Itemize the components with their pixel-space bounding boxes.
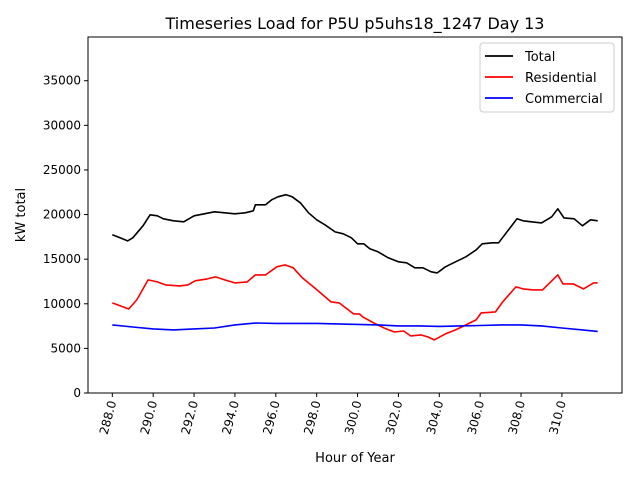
x-tick-label: 298.0: [301, 399, 323, 436]
x-tick-label: 304.0: [424, 399, 446, 436]
x-tick-label: 302.0: [383, 399, 405, 436]
legend: Total Residential Commercial: [479, 42, 615, 113]
y-axis: 0 5000 10000 15000 20000 25000 30000 35000: [43, 74, 88, 400]
x-tick-label: 300.0: [342, 399, 364, 436]
x-tick-label: 290.0: [138, 399, 160, 436]
x-tick-label: 310.0: [546, 399, 568, 436]
y-tick-label: 25000: [43, 163, 81, 177]
x-tick-label: 288.0: [97, 399, 119, 436]
y-axis-label: kW total: [14, 188, 29, 242]
x-axis-label: Hour of Year: [315, 451, 395, 466]
legend-label-total: Total: [524, 50, 555, 65]
x-tick-label: 306.0: [465, 399, 487, 436]
y-tick-label: 10000: [43, 297, 81, 311]
chart-title: Timeseries Load for P5U p5uhs18_1247 Day…: [165, 14, 545, 34]
legend-box: [479, 42, 615, 113]
y-tick-label: 35000: [43, 74, 81, 88]
y-tick-label: 30000: [43, 118, 81, 132]
x-tick-label: 294.0: [219, 399, 241, 436]
plot-area: [112, 193, 598, 341]
y-tick-label: 20000: [43, 208, 81, 222]
x-axis: 288.0 290.0 292.0 294.0 296.0 298.0 300.0 302.0…: [97, 393, 569, 436]
y-tick-label: 5000: [50, 341, 81, 355]
series-line-commercial: [112, 322, 598, 333]
x-tick-label: 292.0: [179, 399, 201, 436]
series-line-residential: [112, 264, 598, 341]
legend-label-residential: Residential: [525, 71, 597, 86]
y-tick-label: 0: [73, 386, 81, 400]
legend-label-commercial: Commercial: [525, 92, 603, 107]
x-tick-label: 308.0: [506, 399, 528, 436]
y-tick-label: 15000: [43, 252, 81, 266]
x-tick-label: 296.0: [260, 399, 282, 436]
series-line-total: [112, 193, 598, 274]
